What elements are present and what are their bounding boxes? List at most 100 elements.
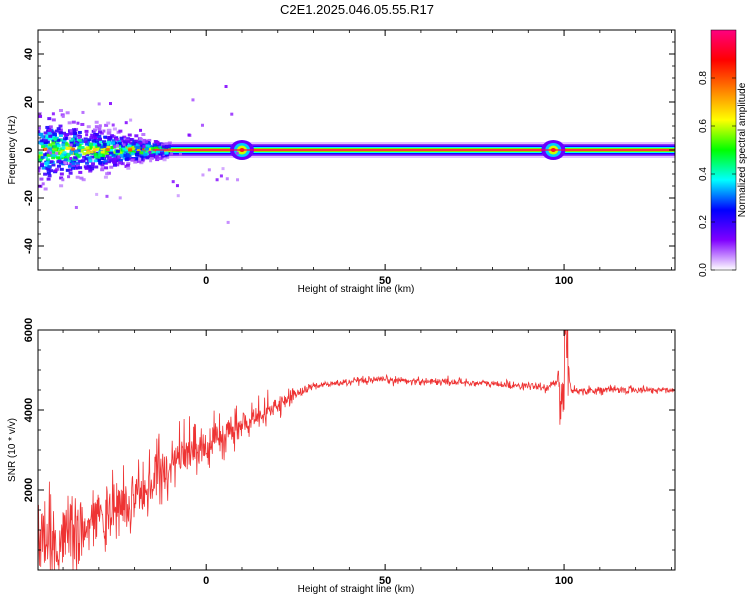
spectrogram-cell — [162, 151, 167, 155]
spectrogram-cell — [99, 140, 104, 144]
spectrogram-cell — [60, 113, 65, 117]
spectrogram-cell — [39, 177, 44, 181]
spectrogram-cell — [39, 141, 44, 145]
spectrogram-cell — [157, 142, 162, 146]
spectrogram-cell — [41, 141, 46, 145]
spectrogram-cell — [219, 174, 223, 178]
spectrogram-cell — [117, 142, 122, 146]
spectrogram-cell — [167, 141, 172, 145]
snr-xtick-label: 100 — [555, 575, 573, 587]
spectrogram-cell — [38, 158, 43, 162]
spectrogram-cell — [78, 159, 83, 163]
spectrogram-cell — [65, 147, 70, 151]
spectrogram-cell — [46, 177, 51, 181]
spectrogram-cell — [127, 144, 132, 148]
spectrogram-ytick-label: 40 — [23, 48, 35, 60]
spectrogram-cell — [47, 174, 52, 178]
spectrogram-cell — [112, 143, 117, 147]
spectrogram-cell — [74, 157, 79, 161]
spectrogram-cell — [139, 137, 144, 141]
spectrogram-cell — [151, 149, 156, 153]
spectrogram-xtick-label: 100 — [555, 275, 573, 287]
spectrogram-xlabel: Height of straight line (km) — [298, 284, 415, 295]
spectrogram-cell — [236, 178, 240, 182]
spectrogram-cell — [46, 153, 51, 157]
spectrogram-cell — [52, 153, 57, 157]
spectrogram-cell — [58, 147, 63, 151]
spectrogram-cell — [38, 155, 41, 159]
spectrogram-cell — [45, 134, 50, 138]
spectrogram-cell — [64, 142, 69, 146]
spectrogram-cell — [90, 155, 95, 159]
spectrogram-cell — [152, 143, 157, 147]
spectrogram-cell — [48, 151, 52, 155]
spectrogram-cell — [111, 153, 116, 157]
spectrogram-cell — [109, 134, 114, 138]
spectrogram-cell — [59, 184, 64, 188]
spectrogram-cell — [100, 156, 105, 160]
spectrogram-cell — [107, 128, 112, 132]
spectrogram-cell — [55, 151, 59, 155]
spectrogram-cell — [139, 148, 144, 152]
spectrogram-cell — [85, 140, 90, 144]
spectrogram-cell — [215, 178, 219, 182]
spectrogram-cell — [66, 154, 71, 158]
spectrogram-cell — [80, 145, 85, 149]
spectrogram-cell — [126, 140, 131, 144]
spectrogram-cell — [58, 133, 63, 137]
colorbar-tick-label: 0.4 — [698, 167, 709, 181]
spectrogram-cell — [102, 140, 107, 144]
spectrogram-cell — [47, 128, 52, 132]
spectrogram-cell — [38, 112, 42, 116]
spectrogram-cell — [142, 138, 147, 142]
colorbar: 0.0 0.2 0.4 0.6 0.8 Normalized spectral ampl… — [698, 29, 748, 277]
colorbar-tick-label: 0.8 — [698, 71, 709, 85]
spectrogram-cell — [44, 155, 49, 159]
spectrogram-cell — [77, 130, 82, 134]
spectrogram-cell — [95, 140, 100, 144]
spectrogram-cell — [43, 131, 48, 135]
spectrogram-cell — [80, 159, 85, 163]
spectrogram-cell — [63, 137, 68, 141]
spectrogram-cell — [95, 192, 99, 196]
spectrogram-cell — [47, 117, 52, 121]
spectrogram-cell — [135, 151, 140, 155]
spectrogram-cell — [149, 159, 153, 163]
spectrogram-cell — [43, 172, 48, 176]
spectrogram-cell — [43, 139, 48, 143]
spectrogram-cell — [56, 138, 61, 142]
spectrogram-cell — [75, 166, 80, 170]
spectrogram-cell — [95, 147, 100, 151]
spectrogram-cell — [158, 144, 163, 148]
spectrogram-cell — [69, 143, 73, 147]
spectrogram-cell — [139, 151, 144, 155]
spectrogram-cell — [119, 153, 124, 157]
chart-title: C2E1.2025.046.05.55.R17 — [280, 2, 434, 17]
spectrogram-cell — [56, 156, 61, 160]
spectrogram-cell — [90, 133, 95, 137]
spectrogram-cell — [72, 137, 77, 141]
spectrogram-cell — [93, 152, 98, 156]
spectrogram-cell — [82, 152, 87, 156]
spectrogram-cell — [39, 139, 44, 143]
spectrogram-cell — [86, 149, 91, 153]
colorbar-tick-label: 0.0 — [698, 263, 709, 277]
spectrogram-ticks: 0 50 100 -40 -20 0 20 40 — [23, 29, 675, 287]
spectrogram-cell — [105, 194, 109, 198]
spectrogram-cell — [109, 148, 114, 152]
spectrogram-cell — [161, 145, 166, 149]
spectrogram-cell — [103, 175, 108, 179]
spectrogram-cell — [87, 143, 92, 147]
spectrogram-cell — [225, 177, 229, 181]
spectrogram-cell — [135, 146, 140, 150]
spectrogram-cell — [43, 147, 48, 151]
spectrogram-cell — [104, 166, 109, 170]
spectrogram-cell — [56, 164, 61, 168]
spectrogram-cell — [61, 178, 65, 182]
spectrogram-cell — [191, 98, 195, 102]
spectrogram-cell — [96, 153, 101, 157]
spectrogram-cell — [148, 147, 153, 151]
spectrogram-cell — [115, 149, 120, 153]
spectrogram-xtick-label: 0 — [203, 275, 209, 287]
